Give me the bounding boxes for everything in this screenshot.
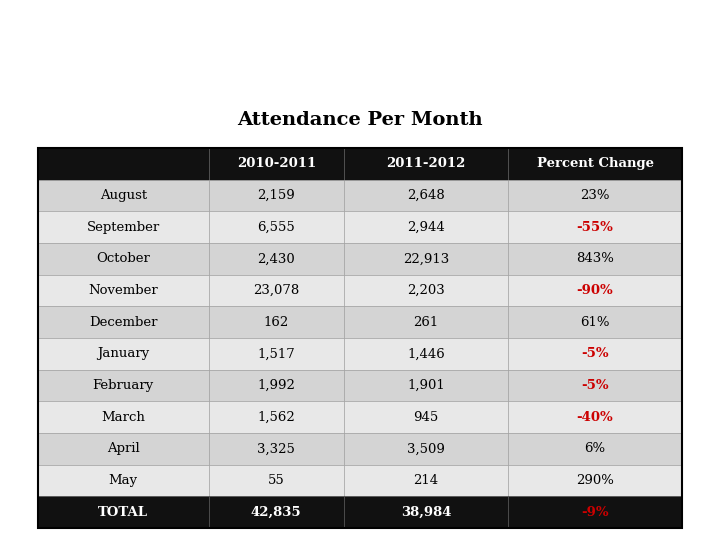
Text: 55: 55	[268, 474, 284, 487]
Bar	[209, 211, 344, 243]
Text: 945: 945	[413, 410, 438, 424]
Text: Attendance Numbers Per Month: Attendance Numbers Per Month	[38, 55, 216, 65]
Bar	[209, 496, 344, 528]
Bar	[209, 148, 344, 180]
Text: September: September	[86, 221, 160, 234]
Text: Percent Change: Percent Change	[536, 157, 654, 170]
Text: -5%: -5%	[581, 347, 609, 360]
Bar	[508, 338, 682, 370]
Text: 61%: 61%	[580, 316, 610, 329]
Text: 3,325: 3,325	[257, 442, 295, 455]
Text: 1,901: 1,901	[407, 379, 445, 392]
Bar	[38, 148, 682, 528]
Text: Tech Activities Board: Tech Activities Board	[38, 21, 261, 39]
Text: 2,159: 2,159	[258, 189, 295, 202]
Bar	[209, 306, 344, 338]
Bar	[38, 306, 209, 338]
Bar	[38, 243, 209, 275]
Bar	[38, 338, 209, 370]
Bar	[508, 243, 682, 275]
Bar	[209, 180, 344, 211]
Bar	[344, 464, 508, 496]
Text: 2011-2012: 2011-2012	[387, 157, 466, 170]
Bar	[38, 496, 209, 528]
Text: 2,648: 2,648	[407, 189, 445, 202]
Bar	[38, 148, 209, 180]
Bar	[344, 401, 508, 433]
Text: May: May	[109, 474, 138, 487]
Text: Attendance Per Month: Attendance Per Month	[237, 111, 483, 129]
Text: 3,509: 3,509	[407, 442, 445, 455]
Text: 1,992: 1,992	[257, 379, 295, 392]
Text: 6%: 6%	[585, 442, 606, 455]
Bar	[209, 243, 344, 275]
Text: 1,562: 1,562	[258, 410, 295, 424]
Bar	[38, 464, 209, 496]
Bar	[508, 148, 682, 180]
Text: -9%: -9%	[581, 505, 609, 518]
Bar	[209, 464, 344, 496]
Text: October: October	[96, 252, 150, 265]
Bar	[508, 180, 682, 211]
Bar	[508, 496, 682, 528]
Bar	[38, 211, 209, 243]
Text: April: April	[107, 442, 140, 455]
Bar	[344, 148, 508, 180]
Bar	[508, 306, 682, 338]
Text: 38,984: 38,984	[401, 505, 451, 518]
Text: 2,430: 2,430	[258, 252, 295, 265]
Bar	[508, 464, 682, 496]
Text: February: February	[93, 379, 154, 392]
Bar	[344, 243, 508, 275]
Text: August: August	[100, 189, 147, 202]
Text: 2010-2011: 2010-2011	[237, 157, 316, 170]
Bar	[209, 370, 344, 401]
Bar	[344, 338, 508, 370]
Text: 42,835: 42,835	[251, 505, 302, 518]
Bar	[209, 338, 344, 370]
Text: 290%: 290%	[576, 474, 614, 487]
Bar	[344, 211, 508, 243]
Text: 22,913: 22,913	[403, 252, 449, 265]
Bar	[508, 433, 682, 464]
Bar	[344, 306, 508, 338]
Text: 6,555: 6,555	[258, 221, 295, 234]
Bar	[209, 401, 344, 433]
Text: -40%: -40%	[577, 410, 613, 424]
Text: 214: 214	[413, 474, 438, 487]
Text: 23,078: 23,078	[253, 284, 300, 297]
Bar	[38, 180, 209, 211]
Bar	[344, 180, 508, 211]
Bar	[209, 275, 344, 306]
Bar	[38, 370, 209, 401]
Bar	[508, 370, 682, 401]
Text: 2,203: 2,203	[407, 284, 445, 297]
Bar	[344, 496, 508, 528]
Text: March: March	[102, 410, 145, 424]
Bar	[38, 433, 209, 464]
Bar	[508, 275, 682, 306]
Text: -90%: -90%	[577, 284, 613, 297]
Text: 2,944: 2,944	[407, 221, 445, 234]
Text: December: December	[89, 316, 158, 329]
Bar	[38, 401, 209, 433]
Text: January: January	[97, 347, 150, 360]
Text: 23%: 23%	[580, 189, 610, 202]
Text: -5%: -5%	[581, 379, 609, 392]
Text: 261: 261	[413, 316, 438, 329]
Text: TOTAL: TOTAL	[99, 505, 148, 518]
Bar	[344, 433, 508, 464]
Bar	[344, 370, 508, 401]
Bar	[508, 211, 682, 243]
Bar	[508, 401, 682, 433]
Text: November: November	[89, 284, 158, 297]
Bar	[209, 433, 344, 464]
Text: 162: 162	[264, 316, 289, 329]
Text: -55%: -55%	[577, 221, 613, 234]
Text: 843%: 843%	[576, 252, 614, 265]
Bar	[344, 275, 508, 306]
Text: 1,517: 1,517	[258, 347, 295, 360]
Bar	[38, 275, 209, 306]
Text: 1,446: 1,446	[407, 347, 445, 360]
